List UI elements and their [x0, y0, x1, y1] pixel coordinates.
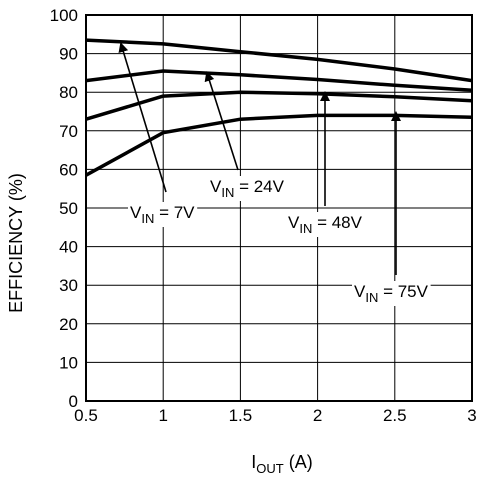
series-line-vin-75v: [85, 113, 473, 177]
annotation-bg: [286, 212, 365, 237]
x-axis-title-unit: (A): [284, 452, 313, 472]
annotation-label-vin-48v: VIN = 48V: [288, 213, 363, 236]
y-tick-label: 80: [59, 83, 78, 102]
series-line-vin-7v: [85, 38, 473, 83]
y-tick-label: 20: [59, 315, 78, 334]
annotation-label-vin-7v: VIN = 7V: [130, 203, 195, 226]
annotation-arrow-vin-7v: [118, 42, 167, 193]
annotation-label-vin-24v: VIN = 24V: [210, 177, 285, 200]
annotation-arrow-vin-24v: [204, 71, 239, 171]
x-axis-title-main: I: [251, 452, 256, 472]
series-line-vin-48v: [85, 90, 473, 121]
y-tick-label: 60: [59, 160, 78, 179]
annotation-bg: [352, 281, 431, 306]
y-tick-label: 40: [59, 238, 78, 257]
y-tick-label: 100: [50, 6, 78, 25]
y-tick-label: 10: [59, 353, 78, 372]
y-tick-label: 30: [59, 276, 78, 295]
y-axis-title: EFFICIENCY (%): [6, 173, 26, 313]
x-tick-label: 3: [467, 406, 476, 425]
series-lines: [85, 38, 473, 177]
series-line-vin-24v: [85, 69, 473, 93]
y-tick-label: 90: [59, 45, 78, 64]
x-tick-label: 2: [313, 406, 322, 425]
x-tick-label: 2.5: [383, 406, 407, 425]
y-tick-label: 0: [69, 392, 78, 411]
x-tick-label: 1: [158, 406, 167, 425]
x-tick-label: 1.5: [229, 406, 253, 425]
plot-frame: [85, 14, 473, 402]
x-axis-title: IOUT (A): [251, 452, 312, 476]
annotation-label-vin-75v: VIN = 75V: [354, 282, 429, 305]
x-axis-title-sub: OUT: [256, 461, 284, 476]
y-tick-label: 70: [59, 122, 78, 141]
annotation-bg: [208, 176, 287, 201]
annotation-bg: [128, 202, 198, 227]
y-tick-label: 50: [59, 199, 78, 218]
x-tick-label: 0.5: [74, 406, 98, 425]
